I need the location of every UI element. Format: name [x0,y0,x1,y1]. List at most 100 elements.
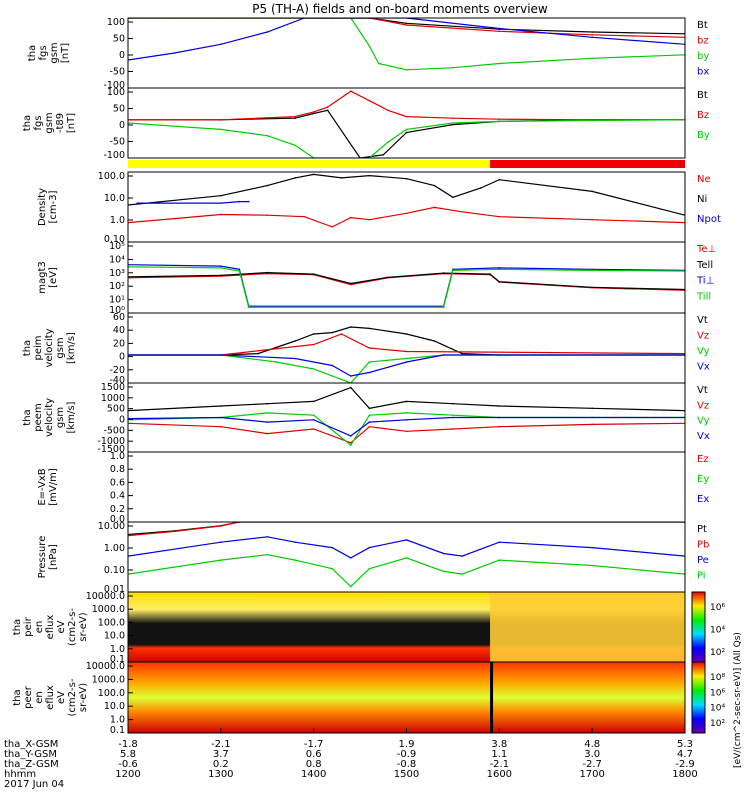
axis-value: -2.1 [211,739,231,750]
y-axis-label: tha [22,409,33,425]
data-point [303,215,306,218]
legend-Ez: Ez [697,454,709,465]
axis-value: 4.7 [677,749,693,760]
data-point [294,357,296,360]
data-point [312,428,315,430]
axis-value: 4.8 [584,739,600,750]
y-axis-label: eflux [45,685,56,710]
data-point [220,267,222,269]
y-tick-label: 10⁴ [109,254,125,265]
data-point [220,128,222,131]
legend-Pt: Pt [697,524,707,535]
data-point [433,206,436,209]
panel-frame [127,171,686,243]
data-point [591,268,593,271]
y-axis-label: gsm [55,407,66,428]
legend-Vx: Vx [697,431,710,442]
data-point [368,218,371,221]
data-point [266,432,269,435]
y-tick-label: 40 [113,325,125,336]
y-axis-label: tha [12,619,23,635]
data-point [405,24,408,26]
y-axis-label: fgs [38,45,49,60]
data-point [405,115,408,118]
y-tick-label: 1.00 [104,543,125,554]
y-tick-label: 100 [107,17,125,28]
panel-frame [127,241,686,314]
data-point [498,118,501,120]
y-axis-label: sr-eV) [78,683,89,712]
data-point [405,212,408,215]
series-line-Bz [128,90,685,121]
data-point [479,187,482,189]
data-point [266,184,269,187]
data-point [257,352,259,355]
data-point [266,553,269,556]
y-tick-label: 1.0 [110,215,125,226]
data-point [350,386,352,389]
y-axis-label: [mV/m] [48,468,59,506]
data-point [405,357,408,360]
axis-value: -1.7 [304,739,324,750]
colorbar [691,591,706,663]
data-point [405,361,408,363]
data-point [368,45,371,47]
axis-value: 1300 [208,769,233,780]
data-point [368,361,371,363]
legend-Te⊥: Te⊥ [696,244,716,255]
legend-Ni: Ni [697,194,707,205]
data-point [461,352,464,355]
axis-value: -2.1 [490,759,510,770]
data-point [220,194,222,197]
legend-Vx: Vx [697,362,710,373]
y-tick-label: 0.2 [110,504,125,515]
series-line-Ni [128,173,685,216]
axis-value: 1700 [579,769,604,780]
y-tick-label: 0 [119,120,125,131]
y-tick-label: 10¹ [109,295,125,306]
legend-Pi: Pi [697,571,706,582]
data-point [173,530,176,533]
y-tick-label: 10³ [109,268,125,279]
data-point [405,177,408,180]
y-tick-label: 100.0 [98,617,125,628]
data-point [452,66,454,69]
y-axis-label: [km/s] [66,332,77,364]
data-point [266,31,269,33]
data-point [220,119,222,121]
y-tick-label: -100 [103,150,125,161]
legend-by: by [697,51,709,62]
data-point [405,131,408,134]
y-axis-label: en [34,691,45,704]
data-point [591,218,593,221]
y-tick-label: 0.6 [110,477,125,488]
legend-Vt: Vt [697,315,708,326]
legend-bz: bz [697,36,709,47]
y-tick-label: -20 [109,365,125,376]
axis-row-label: hhmm [4,769,36,780]
legend-Bt: Bt [697,20,708,31]
axis-value: 0.8 [306,759,322,770]
data-point [294,117,296,120]
y-tick-label: 0.0 [110,514,125,525]
y-axis-label: eV [56,691,67,704]
y-axis-label: tha [12,689,23,705]
data-point [405,412,408,414]
series-line-bx [128,18,685,61]
data-point [452,117,454,120]
y-tick-label: 50 [113,104,125,115]
series-line-Bt [128,109,685,158]
y-tick-label: 100.0 [98,688,125,699]
series-line-Npot [137,201,249,204]
data-point [294,144,296,147]
y-axis-label: [km/s] [66,401,77,433]
data-point [591,286,593,289]
y-axis-label: peem [33,403,44,431]
axis-value: 3.0 [584,749,600,760]
data-point [331,226,334,228]
y-tick-label: 1.0 [110,715,125,726]
series-group [128,18,685,71]
series-line-By [128,119,685,158]
data-point [312,333,315,335]
